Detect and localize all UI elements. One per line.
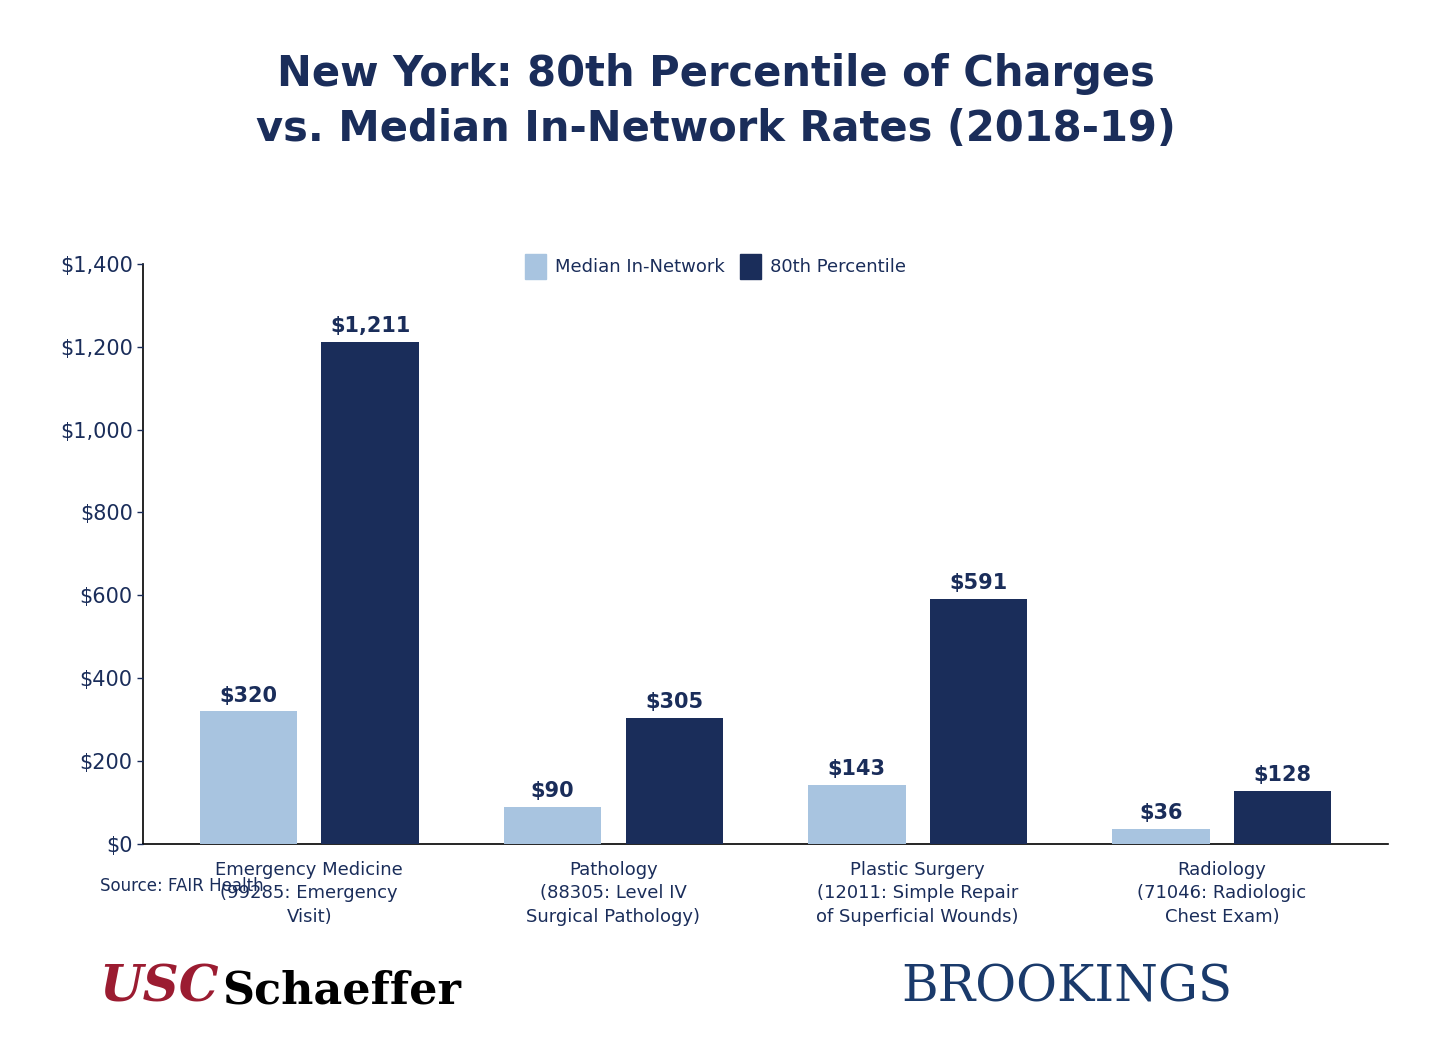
Text: $128: $128 [1254,765,1312,785]
Text: $143: $143 [829,759,886,779]
Bar [1234,791,1331,844]
Text: Source: FAIR Health: Source: FAIR Health [100,878,263,896]
Text: $320: $320 [219,686,278,706]
Bar [1112,829,1209,844]
Text: $36: $36 [1139,803,1183,823]
Text: BROOKINGS: BROOKINGS [902,963,1232,1013]
Bar [322,342,419,844]
Text: Schaeffer: Schaeffer [222,970,461,1013]
Text: New York: 80th Percentile of Charges
vs. Median In-Network Rates (2018-19): New York: 80th Percentile of Charges vs.… [256,53,1175,150]
Text: $1,211: $1,211 [331,316,411,337]
Bar [930,599,1027,844]
Bar [625,717,723,844]
Bar [504,807,601,844]
Text: USC: USC [100,964,220,1013]
Text: $591: $591 [949,573,1007,593]
Text: $305: $305 [645,692,704,712]
Bar [809,785,906,844]
Text: $90: $90 [531,781,574,801]
Legend: Median In-Network, 80th Percentile: Median In-Network, 80th Percentile [518,247,913,286]
Bar [200,711,298,844]
